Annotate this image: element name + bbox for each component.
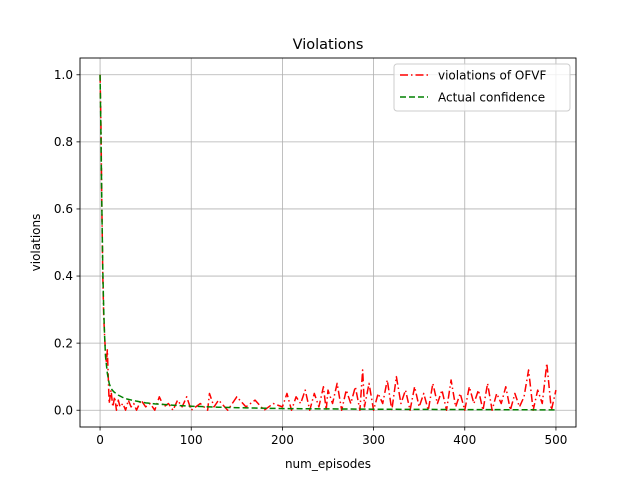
y-tick-label: 0.6 [54,202,73,216]
legend-label-violations: violations of OFVF [438,69,546,83]
x-tick-label: 200 [271,433,294,447]
legend-label-actual-confidence: Actual confidence [438,91,545,105]
y-tick-label: 0.0 [54,403,73,417]
series-line-violations [99,74,557,411]
x-tick-label: 400 [453,433,476,447]
x-axis-label: num_episodes [285,457,371,471]
x-tick-label: 100 [180,433,203,447]
legend: violations of OFVF Actual confidence [393,63,571,112]
plot-frame [79,57,577,428]
x-tick-label: 300 [362,433,385,447]
y-tick-label: 0.2 [54,336,73,350]
x-tick-label: 500 [544,433,567,447]
y-tick-label: 0.8 [54,135,73,149]
grid [80,58,576,427]
legend-frame [393,63,571,112]
y-tick-label: 1.0 [54,68,73,82]
x-tick-label: 0 [96,433,104,447]
series-layer [99,74,557,411]
y-tick-label: 0.4 [54,269,73,283]
series-line-actual-confidence [99,74,556,411]
y-axis-label: violations [29,214,43,272]
axes: 0 100 200 300 400 500 0.0 0.2 0.4 0.6 0.8 1.0 [54,68,567,447]
chart-title: Violations [293,37,364,53]
